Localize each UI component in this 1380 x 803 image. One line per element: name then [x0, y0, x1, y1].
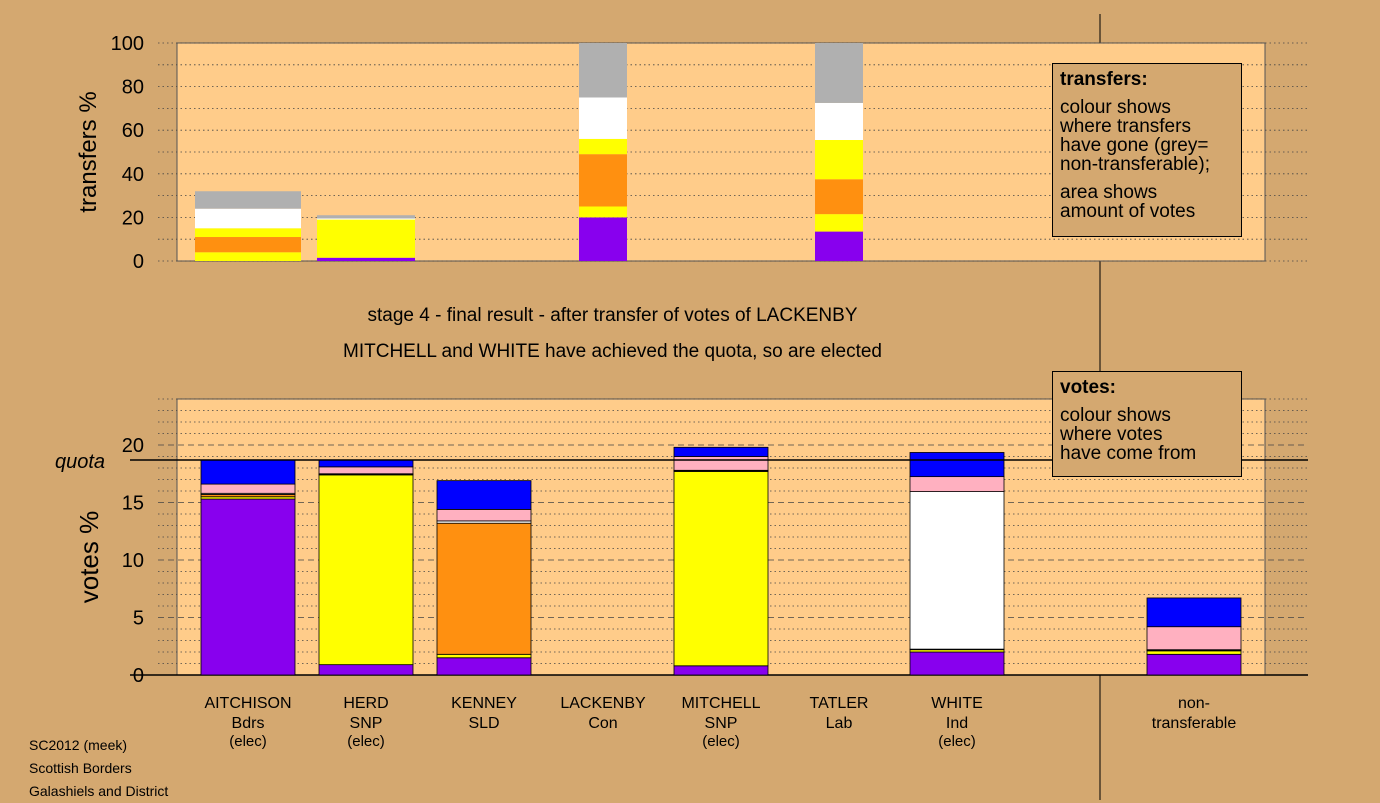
stage-caption: stage 4 - final result - after transfer …: [367, 305, 858, 326]
transfer-segment-aitchison: [195, 208, 301, 229]
vote-segment-non: [1146, 597, 1242, 628]
votes-tick-label: 0: [133, 665, 144, 687]
transfers-legend: transfers: colour shows where transfers …: [1052, 63, 1242, 237]
transfer-segment-aitchison: [195, 252, 301, 261]
vote-segment-aitchison: [200, 483, 296, 494]
transfers-legend-colour-text: colour shows where transfers have gone (…: [1060, 97, 1210, 175]
transfers-axis-label: transfers %: [75, 91, 102, 212]
transfer-segment-herd: [317, 218, 415, 220]
candidate-name: HERD: [343, 695, 388, 712]
transfer-segment-tatler: [815, 43, 863, 103]
info-block: SC2012 (meek) Scottish Borders Galashiel…: [0, 734, 168, 803]
transfer-segment-herd: [317, 219, 415, 258]
vote-segment-aitchison: [200, 459, 296, 485]
transfer-segment-herd: [317, 215, 415, 219]
vote-segment-herd: [318, 474, 414, 666]
transfer-segment-herd: [317, 257, 415, 261]
vote-segment-white: [909, 651, 1005, 676]
transfer-segment-lackenby: [579, 217, 627, 261]
vote-segment-mitchell: [673, 446, 769, 457]
candidate-party: transferable: [1152, 715, 1237, 732]
vote-segment-non: [1146, 626, 1242, 651]
vote-segment-non: [1146, 650, 1242, 655]
transfers-tick-label: 60: [122, 120, 144, 142]
vote-segment-herd: [318, 459, 414, 468]
transfers-legend-area-text: area shows amount of votes: [1060, 182, 1196, 222]
transfer-segment-lackenby: [579, 138, 627, 155]
candidate-name: LACKENBY: [560, 695, 646, 712]
votes-tick-label: 10: [122, 550, 144, 572]
transfer-segment-tatler: [815, 102, 863, 141]
candidate-party: SLD: [468, 715, 499, 732]
votes-tick-label: 15: [122, 493, 144, 515]
candidate-status: (elec): [938, 733, 976, 750]
transfer-segment-lackenby: [579, 154, 627, 207]
transfer-segment-lackenby: [579, 206, 627, 218]
candidate-party: Ind: [946, 715, 968, 732]
transfers-tick-label: 0: [133, 251, 144, 273]
transfer-segment-lackenby: [579, 43, 627, 98]
votes-legend-colour-text: colour shows where votes have come from: [1060, 405, 1197, 464]
transfers-legend-title: transfers:: [1060, 69, 1148, 90]
votes-legend-title: votes:: [1060, 377, 1116, 398]
candidate-party: Bdrs: [232, 715, 265, 732]
candidate-name: WHITE: [931, 695, 983, 712]
transfer-segment-lackenby: [579, 97, 627, 139]
vote-segment-white: [909, 452, 1005, 478]
candidate-party: Con: [588, 715, 617, 732]
transfer-segment-aitchison: [195, 237, 301, 253]
candidate-name: non-: [1178, 695, 1210, 712]
transfer-segment-tatler: [815, 179, 863, 215]
info-council: Scottish Borders: [29, 760, 132, 776]
transfer-segment-tatler: [815, 140, 863, 180]
vote-segment-kenney: [436, 657, 532, 676]
candidate-status: (elec): [229, 733, 267, 750]
vote-segment-white: [909, 476, 1005, 492]
vote-segment-non: [1146, 653, 1242, 676]
candidate-name: AITCHISON: [204, 695, 291, 712]
vote-segment-kenney: [436, 508, 532, 522]
candidate-name: TATLER: [810, 695, 869, 712]
candidate-name: KENNEY: [451, 695, 517, 712]
vote-segment-aitchison: [200, 498, 296, 676]
vote-segment-mitchell: [673, 471, 769, 667]
elected-caption: MITCHELL and WHITE have achieved the quo…: [343, 341, 882, 362]
vote-segment-kenney: [436, 522, 532, 655]
candidate-party: SNP: [350, 715, 383, 732]
transfer-segment-aitchison: [195, 191, 301, 209]
vote-segment-white: [909, 491, 1005, 650]
votes-tick-label: 5: [133, 608, 144, 630]
transfers-tick-label: 20: [122, 207, 144, 229]
votes-axis-label: votes %: [74, 511, 104, 604]
vote-segment-mitchell: [673, 456, 769, 471]
transfer-segment-tatler: [815, 231, 863, 261]
vote-segment-mitchell: [673, 665, 769, 676]
candidate-name: MITCHELL: [681, 695, 760, 712]
votes-legend: votes: colour shows where votes have com…: [1052, 371, 1242, 477]
vote-segment-kenney: [436, 653, 532, 659]
vote-segment-herd: [318, 664, 414, 676]
info-ward: Galashiels and District: [29, 783, 169, 799]
transfers-tick-label: 100: [111, 33, 144, 55]
candidate-status: (elec): [347, 733, 385, 750]
transfer-segment-aitchison: [195, 228, 301, 238]
transfers-tick-label: 40: [122, 164, 144, 186]
info-system: SC2012 (meek): [29, 737, 128, 753]
candidate-party: SNP: [705, 715, 738, 732]
vote-segment-kenney: [436, 480, 532, 510]
quota-label: quota: [55, 451, 105, 473]
vote-segment-herd: [318, 466, 414, 475]
candidate-party: Lab: [826, 715, 853, 732]
transfers-tick-label: 80: [122, 77, 144, 99]
transfer-segment-tatler: [815, 214, 863, 232]
votes-tick-label: 20: [122, 435, 144, 457]
candidate-status: (elec): [702, 733, 740, 750]
